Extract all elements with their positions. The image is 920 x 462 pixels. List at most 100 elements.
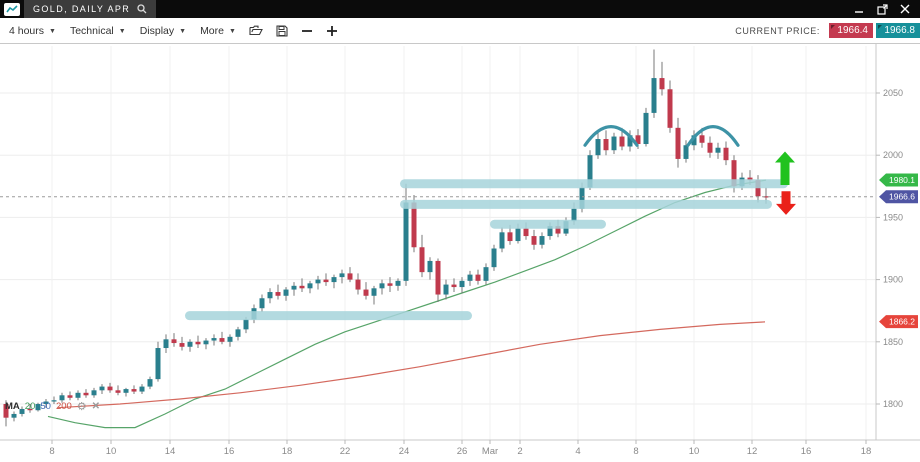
close-icon[interactable]: [899, 3, 911, 15]
candle-down: [659, 78, 665, 90]
axis-price-badge: [879, 190, 918, 204]
badge-corner-mark: [831, 25, 835, 29]
x-tick-label: 24: [399, 446, 410, 457]
candle-down: [507, 232, 513, 242]
popout-button[interactable]: [876, 3, 888, 15]
ma-legend-prefix: MA: [5, 401, 20, 412]
candle-up: [339, 273, 345, 278]
candle-down: [707, 142, 713, 153]
candle-up: [403, 202, 409, 281]
candle-down: [531, 236, 537, 245]
candle-down: [763, 196, 769, 198]
candle-up: [643, 112, 649, 145]
axis-price-badge: [879, 315, 918, 329]
candle-up: [499, 232, 505, 249]
save-icon[interactable]: [276, 24, 288, 37]
x-tick-label: 12: [747, 446, 758, 457]
candle-up: [203, 340, 209, 345]
candle-up: [259, 298, 265, 309]
candle-up: [123, 389, 129, 393]
symbol-title-chip[interactable]: GOLD, DAILY APR: [24, 0, 157, 18]
ma20-period-label: 20: [24, 401, 36, 412]
candle-up: [579, 187, 585, 209]
candle-up: [211, 338, 217, 341]
candle-down: [731, 160, 737, 187]
candle-down: [475, 274, 481, 281]
axis-price-badge-value: 1966.6: [889, 192, 915, 202]
timeframe-dropdown[interactable]: 4 hours ▼: [9, 25, 56, 37]
down-arrow-annotation: [776, 191, 796, 215]
chevron-down-icon: ▼: [229, 28, 236, 35]
candle-up: [155, 348, 161, 380]
open-folder-icon[interactable]: [249, 25, 263, 36]
candle-down: [451, 284, 457, 288]
ma200-line: [57, 321, 766, 409]
candle-up: [75, 392, 81, 398]
x-tick-label: 14: [165, 446, 176, 457]
candle-up: [43, 401, 49, 404]
candle-down: [83, 392, 89, 396]
candle-down: [747, 177, 753, 181]
display-dropdown[interactable]: Display ▼: [140, 25, 186, 37]
close-icon[interactable]: ✕: [91, 401, 101, 412]
zoom-out-icon[interactable]: [301, 25, 313, 37]
buy-price-badge[interactable]: 1966.8: [876, 23, 920, 38]
candle-up: [683, 145, 689, 159]
candle-up: [307, 283, 313, 289]
candle-up: [547, 226, 553, 237]
candle-down: [635, 135, 641, 145]
candle-up: [35, 404, 41, 411]
technical-dropdown[interactable]: Technical ▼: [70, 25, 126, 37]
x-tick-label: 18: [282, 446, 293, 457]
more-dropdown[interactable]: More ▼: [200, 25, 236, 37]
chevron-down-icon: ▼: [118, 28, 126, 35]
x-tick-label: 26: [457, 446, 468, 457]
candle-up: [483, 267, 489, 281]
candle-up: [715, 147, 721, 153]
candle-down: [619, 136, 625, 147]
title-bar: GOLD, DAILY APR: [0, 0, 920, 18]
candle-down: [699, 135, 705, 143]
x-tick-label: 10: [106, 446, 117, 457]
candle-up: [611, 136, 617, 151]
ma-indicator-legend: MA 20 50 200 ⚙ ✕: [5, 401, 100, 412]
search-icon[interactable]: [137, 4, 147, 14]
candle-down: [603, 139, 609, 151]
candle-up: [467, 274, 473, 281]
zoom-in-icon[interactable]: [326, 25, 338, 37]
candle-down: [171, 339, 177, 344]
ma200-period-label: 200: [55, 401, 72, 412]
candle-up: [59, 395, 65, 401]
candle-down: [411, 202, 417, 248]
sell-price-value: 1966.4: [837, 25, 868, 36]
candle-up: [163, 339, 169, 349]
candle-up: [51, 400, 57, 402]
candle-up: [315, 279, 321, 284]
ma50-period-label: 50: [40, 401, 51, 412]
symbol-title: GOLD, DAILY APR: [33, 4, 131, 14]
x-tick-label: 10: [689, 446, 700, 457]
y-tick-label: 1800: [883, 399, 903, 409]
candle-down: [355, 279, 361, 290]
candle-up: [595, 139, 601, 156]
candle-up: [99, 386, 105, 391]
candle-up: [491, 248, 497, 268]
candle-up: [235, 329, 241, 337]
x-tick-label: 16: [224, 446, 235, 457]
candle-down: [131, 389, 137, 392]
candle-up: [371, 288, 377, 296]
candle-up: [187, 341, 193, 347]
candle-up: [651, 78, 657, 113]
candle-down: [275, 292, 281, 296]
x-tick-label: 4: [575, 446, 580, 457]
candle-up: [379, 283, 385, 289]
minimize-button[interactable]: [853, 3, 865, 15]
candle-up: [571, 208, 577, 222]
gear-icon[interactable]: ⚙: [76, 400, 87, 413]
chevron-down-icon: ▼: [179, 28, 187, 35]
candle-up: [427, 260, 433, 273]
sell-price-badge[interactable]: 1966.4: [829, 23, 873, 38]
timeframe-label: 4 hours: [9, 24, 45, 37]
candle-up: [395, 280, 401, 286]
